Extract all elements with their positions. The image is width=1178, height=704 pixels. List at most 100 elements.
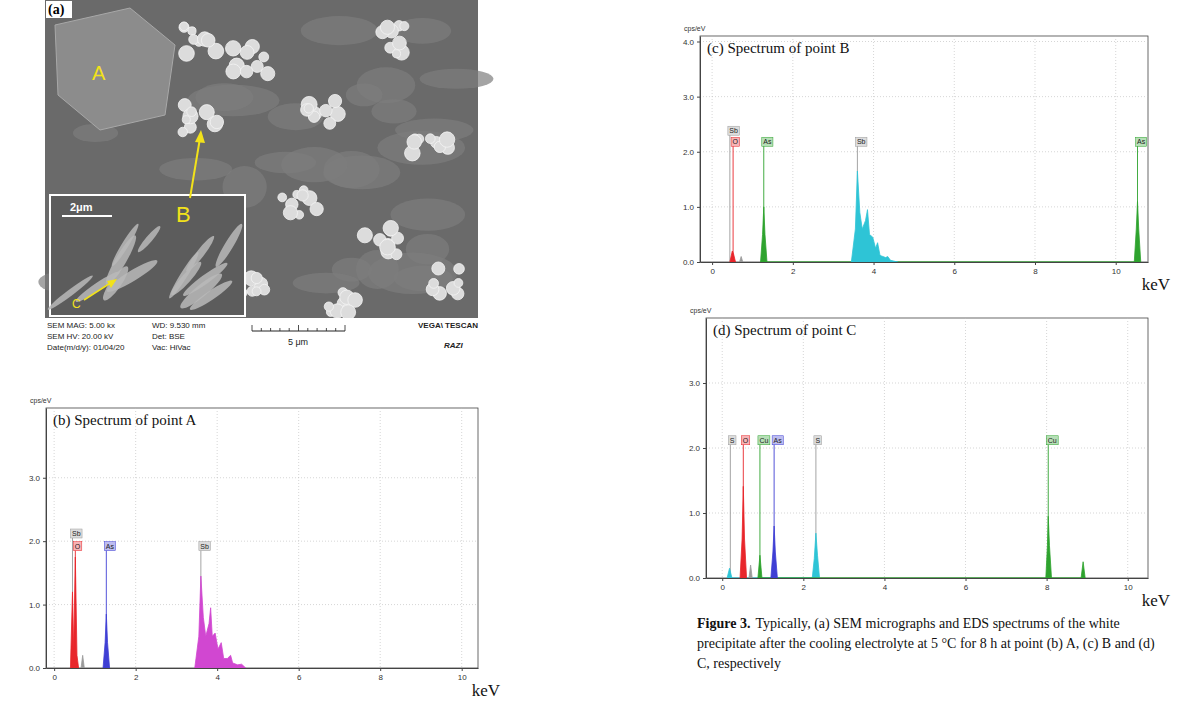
arrow-b [190, 138, 200, 198]
caption-text: precipitate after the cooling electrolyt… [697, 636, 1155, 652]
grid-line [46, 604, 478, 605]
x-axis-title: keV [472, 681, 501, 700]
axis-line [706, 319, 707, 579]
axis-line [701, 262, 1149, 263]
plot-frame [46, 408, 478, 668]
grid [46, 408, 478, 668]
crystal [301, 104, 313, 116]
grid [706, 318, 1148, 578]
tick: 2.0 [683, 148, 700, 157]
element-label: Sb [72, 530, 81, 537]
tick-mark [884, 578, 885, 581]
element-label-box [728, 436, 736, 445]
caption: Figure 3.Typically, (a) SEM micrographs … [697, 616, 1155, 671]
tick-mark [954, 262, 955, 265]
panel-letter-bg [46, 1, 72, 18]
crystal [328, 94, 341, 107]
crystal [454, 279, 463, 288]
info-text: Det: BSE [152, 332, 185, 341]
grid-line [954, 36, 955, 262]
tick: 8 [1033, 262, 1038, 276]
plate [281, 147, 347, 182]
tick: 4.0 [683, 38, 700, 47]
tick: 3.0 [29, 474, 46, 483]
crystal [324, 117, 336, 129]
grid-line [712, 36, 713, 262]
crystal [310, 202, 323, 215]
tick-label: 2 [134, 673, 139, 682]
crystal [380, 239, 396, 255]
crystal [357, 228, 372, 243]
tick-mark [703, 448, 706, 449]
element-label-box [1136, 137, 1147, 146]
grid-line [873, 36, 874, 262]
grid-line [298, 408, 299, 668]
marks [730, 135, 1141, 262]
grid-line [1046, 318, 1047, 578]
micrograph-texture [38, 8, 493, 320]
tick-mark [43, 668, 46, 669]
scale-bar-tick [289, 328, 290, 331]
crystal [432, 262, 445, 275]
crystal [226, 64, 241, 79]
tick-mark [803, 578, 804, 581]
tick-label: 6 [964, 583, 969, 592]
crystal [240, 46, 254, 60]
crystal [278, 193, 287, 202]
needle [183, 234, 217, 274]
element-label: Sb [857, 138, 866, 145]
tick-mark [703, 513, 706, 514]
crystal [251, 272, 262, 283]
plate-a [55, 8, 175, 130]
tick: 1.0 [29, 601, 46, 610]
scale-bar-tick [326, 328, 327, 331]
tick: 10 [1124, 578, 1133, 592]
plate [420, 69, 494, 89]
brand: VEGA\ TESCAN [418, 321, 478, 330]
tick-label: 2.0 [683, 148, 695, 157]
tick-label: 0.0 [29, 664, 41, 673]
tick: 8 [1045, 578, 1050, 592]
axis-line [47, 668, 479, 669]
element-label-box [758, 436, 770, 445]
tick-label: 4.0 [683, 38, 695, 47]
crystal [240, 65, 252, 77]
tick: 2 [802, 578, 807, 592]
scale-bar-label: 5 μm [288, 337, 308, 347]
tick-mark [697, 42, 700, 43]
tick: 4 [872, 262, 877, 276]
scale-bar-tick [345, 325, 346, 331]
element-label: S [730, 437, 735, 444]
spectrum-area [758, 516, 1085, 578]
crystal [304, 104, 313, 113]
grid-line [135, 408, 136, 668]
element-label: O [75, 543, 81, 550]
tick-mark [1116, 262, 1117, 265]
tick-label: 0.0 [689, 574, 701, 583]
element-label: Sb [200, 543, 209, 550]
element-label: O [733, 138, 739, 145]
plate [371, 99, 416, 123]
point-label: A [92, 62, 106, 84]
element-label: O [743, 437, 749, 444]
chart-title: (c) Spectrum of point B [707, 40, 849, 57]
axis-line [46, 409, 47, 669]
caption-text: Typically, (a) SEM micrographs and EDS s… [755, 616, 1119, 632]
tick-label: 8 [378, 673, 383, 682]
element-marker-line [730, 445, 731, 578]
chart-title: (d) Spectrum of point C [713, 322, 856, 339]
info-text: WD: 9.530 mm [152, 321, 206, 330]
crystal [180, 22, 189, 31]
crystal [393, 36, 407, 50]
y-axis: 0.01.02.03.0 [29, 409, 47, 674]
panel-letter: (a) [48, 2, 65, 18]
tick-mark [712, 262, 713, 265]
needle [177, 270, 226, 313]
crystal [380, 20, 394, 34]
plate [377, 131, 465, 165]
grid-line [700, 96, 1148, 97]
tick: 10 [458, 668, 467, 682]
element-labels: SbOAsSbAs [728, 126, 1147, 146]
tick-label: 8 [1033, 267, 1038, 276]
y-axis-title: cps/eV [30, 397, 52, 405]
